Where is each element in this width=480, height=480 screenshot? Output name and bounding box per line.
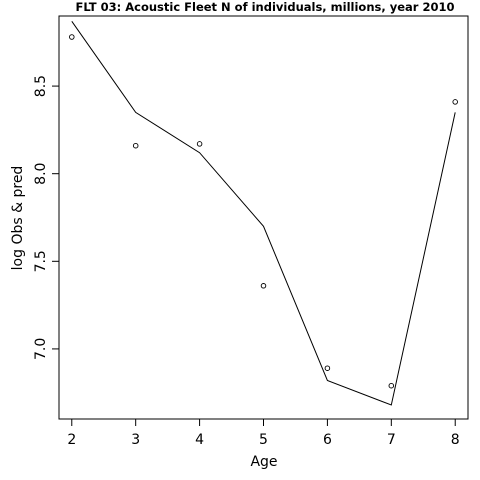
- y-tick-label: 7.5: [33, 250, 49, 272]
- plot-layer: [69, 21, 458, 406]
- x-tick-label: 5: [259, 432, 268, 448]
- predicted-line: [71, 21, 456, 406]
- x-tick-label: 2: [67, 432, 76, 448]
- observed-point: [324, 365, 331, 371]
- x-tick-label: 8: [451, 432, 460, 448]
- x-tick-label: 4: [195, 432, 204, 448]
- observed-point: [260, 283, 267, 289]
- y-tick-label: 8.5: [33, 75, 49, 97]
- y-axis-label: log Obs & pred: [10, 166, 26, 271]
- observed-point: [69, 34, 75, 40]
- x-axis-label: Age: [250, 454, 277, 470]
- chart-title: FLT 03: Acoustic Fleet N of individuals,…: [76, 0, 455, 14]
- x-axis: 2 3 4 5 6 7 8: [67, 418, 460, 448]
- y-axis: 7.0 7.5 8.0 8.5: [33, 75, 60, 360]
- observed-point: [388, 382, 395, 389]
- y-tick-label: 7.0: [33, 338, 49, 360]
- observed-point: [452, 99, 458, 105]
- x-tick-label: 6: [323, 432, 332, 448]
- observed-point: [132, 142, 139, 149]
- x-tick-label: 7: [387, 432, 396, 448]
- plot-frame: [58, 15, 469, 420]
- y-tick-label: 8.0: [33, 163, 49, 185]
- x-tick-label: 3: [131, 432, 140, 448]
- observed-point: [196, 141, 203, 147]
